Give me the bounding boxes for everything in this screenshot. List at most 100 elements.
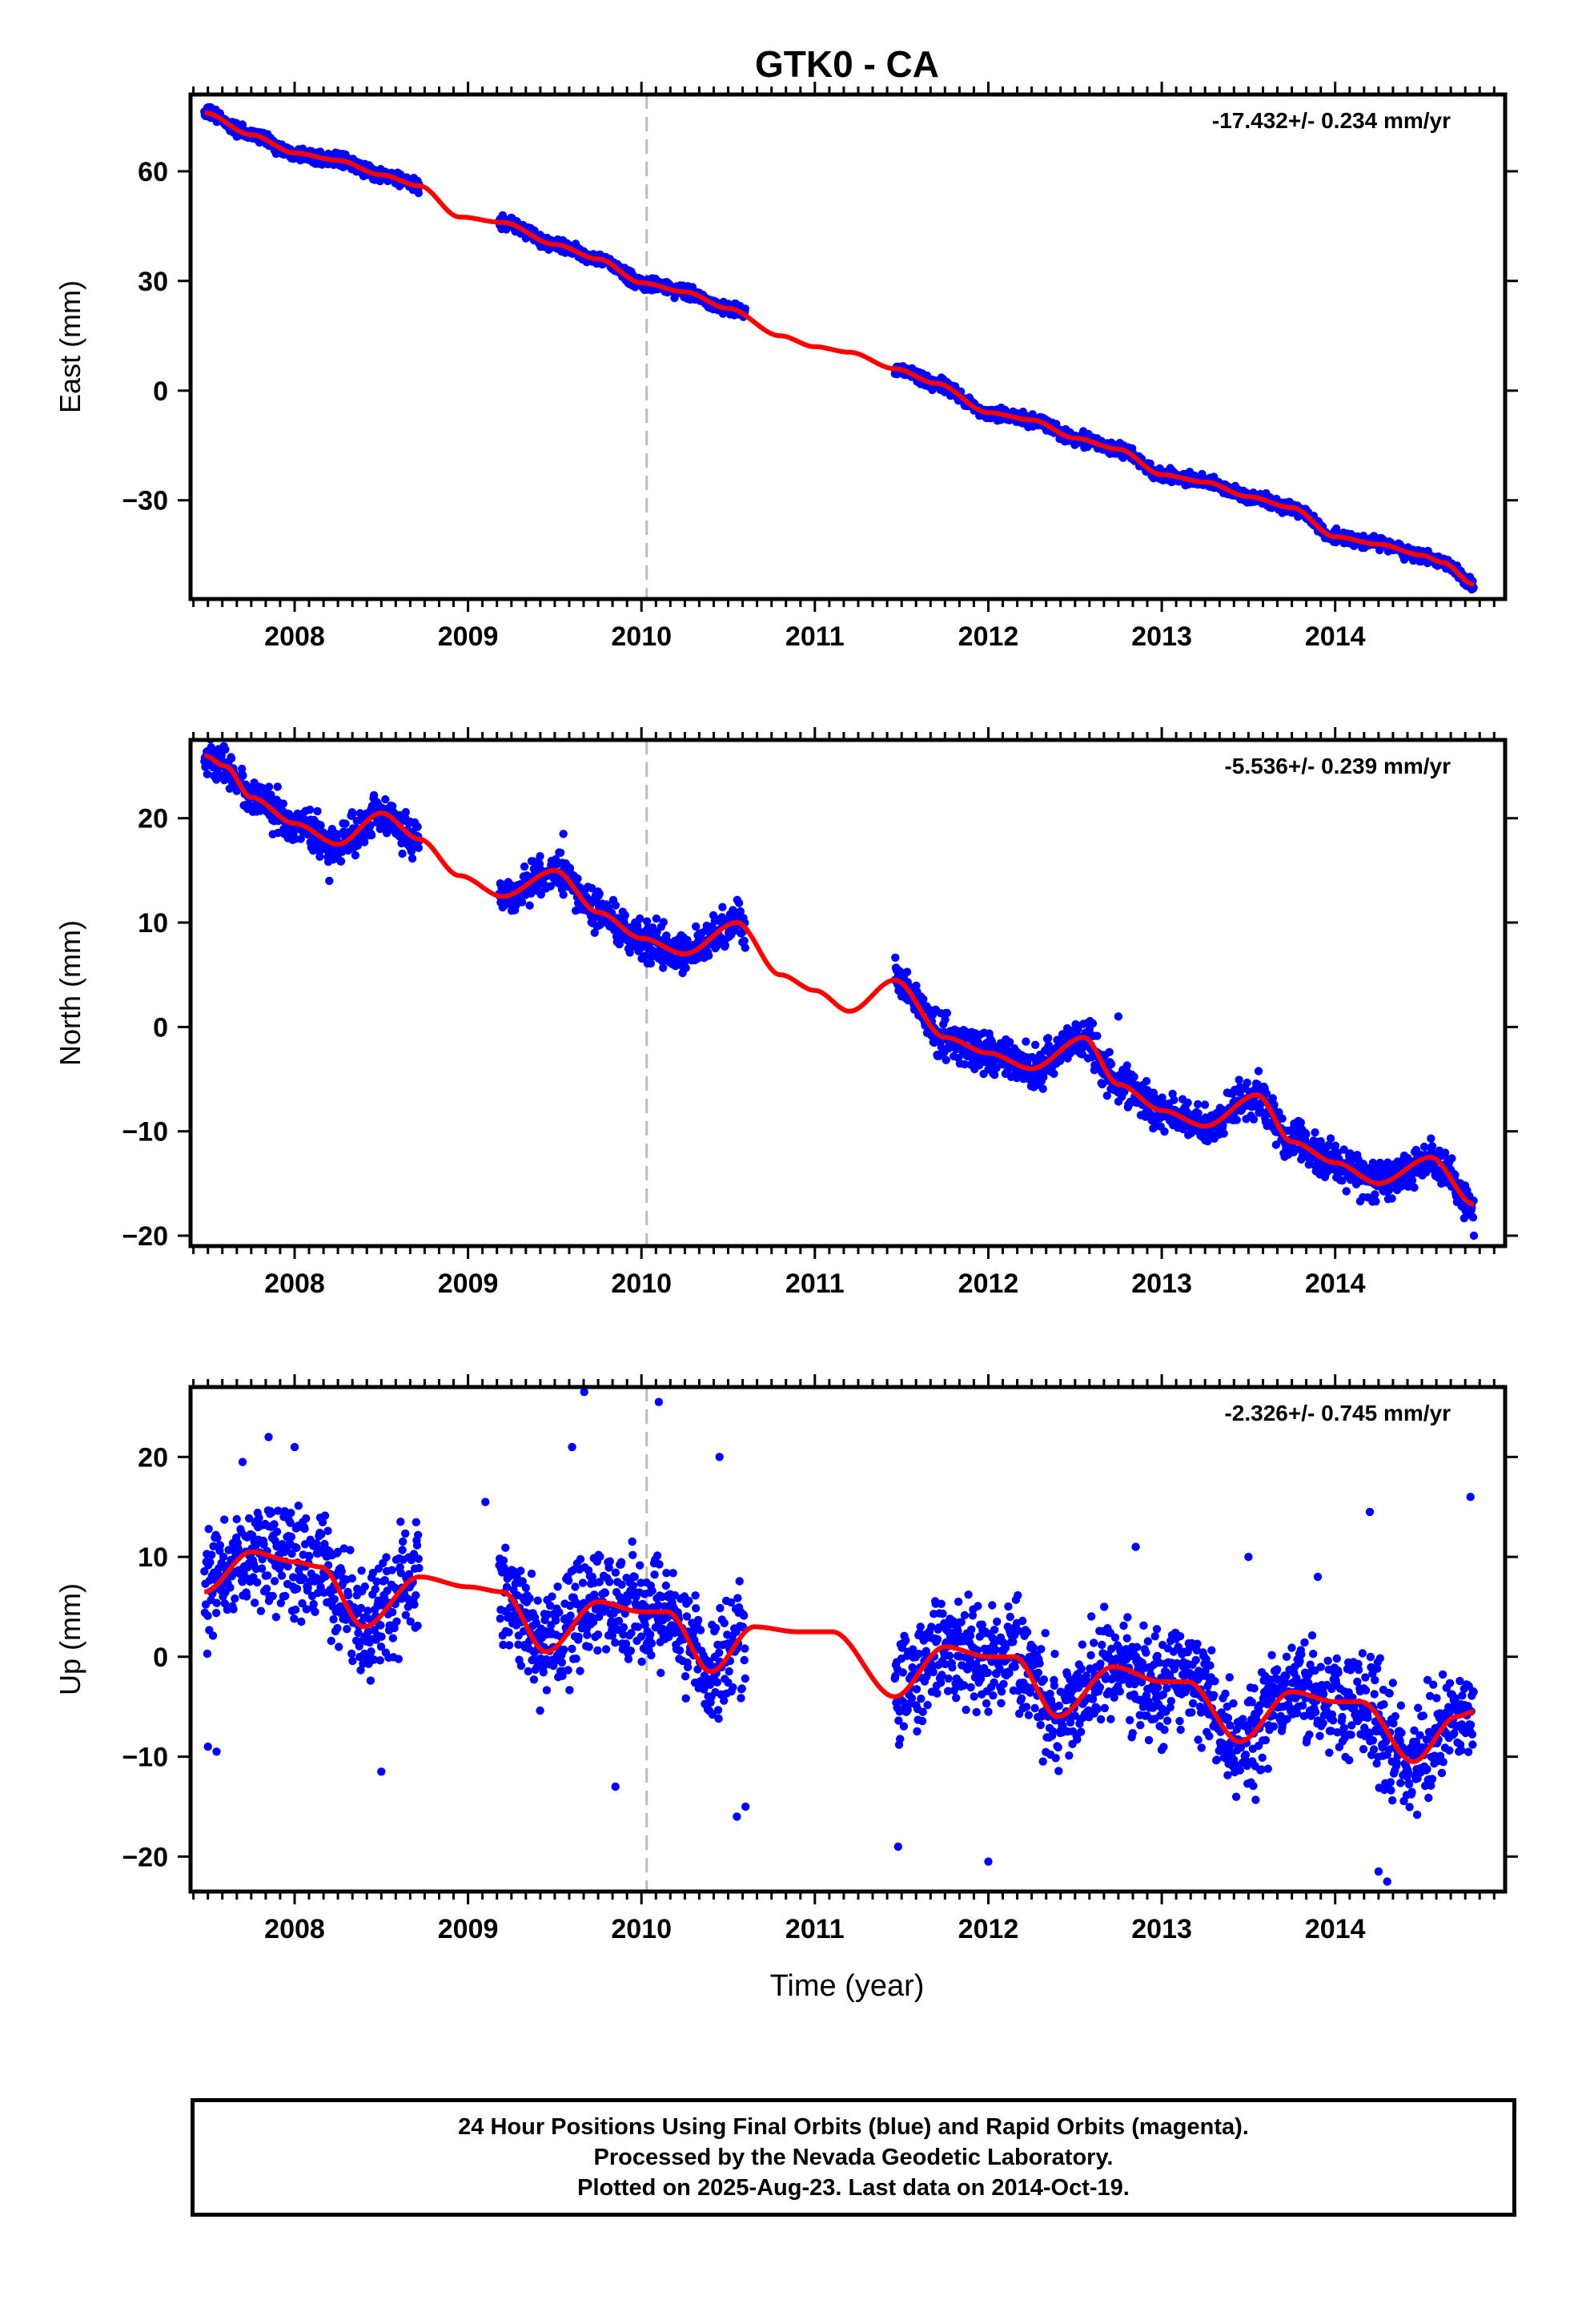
data-point [942,1055,950,1064]
y-tick-label: 30 [138,267,168,297]
y-tick-label: 10 [138,908,168,939]
data-point [264,782,274,791]
data-point [367,830,376,840]
panels-group: 2008 2009 2010 2011 2012 2013 201460300−30-17.… [54,82,1518,1944]
data-point [559,891,568,899]
data-point [271,1613,281,1622]
x-tick-label: 2013 [1131,621,1192,652]
x-tick-label: 2011 [785,621,845,652]
data-point [1105,1047,1114,1057]
x-tick-label: 2010 [611,621,672,652]
data-point [1170,1096,1178,1104]
data-point [1022,1037,1030,1046]
x-tick-label: 2008 [264,1269,325,1299]
data-point [1342,1187,1351,1196]
data-point [315,852,324,862]
data-point [659,963,668,972]
data-point [1038,1084,1047,1093]
data-point [217,751,226,760]
y-tick-label: −10 [122,1117,168,1148]
fit-curve [203,110,1475,587]
data-point [705,951,713,960]
data-point [270,1520,279,1529]
data-point [366,822,375,830]
data-point [1468,1213,1478,1222]
data-point [388,802,397,810]
data-point [1088,1019,1098,1028]
data-point [573,874,582,883]
data-point [1311,1128,1319,1137]
data-point [588,883,596,893]
y-tick-label: 60 [138,157,168,187]
y-tick-label: −20 [122,1221,168,1252]
data-point [1193,1100,1203,1109]
data-point [1278,1114,1287,1123]
data-point [203,1611,212,1620]
data-point [401,808,410,817]
data-point [1198,469,1207,479]
data-point [891,953,900,963]
data-point [556,848,565,858]
data-point [263,1571,272,1580]
data-point [279,799,287,808]
data-point [517,898,527,907]
data-point [1407,1176,1417,1185]
y-axis-label: North (mm) [54,920,86,1066]
velocity-rate-label: -17.432+/- 0.234 mm/yr [1212,108,1451,133]
data-point [262,1584,271,1594]
y-tick-label: 20 [138,804,168,834]
data-point [625,948,634,957]
data-point [203,730,211,738]
x-tick-label: 2008 [264,621,325,652]
figure-title: GTK0 - CA [755,43,939,85]
data-point [1254,1067,1263,1076]
data-point [536,890,545,899]
data-point [305,805,315,814]
data-point [718,903,727,911]
x-tick-label: 2013 [1131,1269,1192,1299]
data-point [253,1578,262,1587]
data-point [206,1558,215,1567]
data-point [273,782,282,791]
data-point [611,901,620,910]
data-point [333,831,342,840]
data-point [203,1649,212,1659]
data-point [277,1571,287,1580]
panel-north: 2008 2009 2010 2011 2012 2013 201420100−10−20-… [54,727,1518,1299]
data-point [219,1552,228,1562]
data-point [527,889,536,898]
data-point [1296,1118,1306,1127]
y-tick-label: 0 [153,376,168,407]
data-point [251,1598,259,1607]
data-point [741,943,749,952]
data-point [281,1591,290,1601]
data-point [1114,1012,1123,1021]
data-point [590,928,599,938]
data-point [207,1550,216,1559]
data-point [360,838,369,846]
data-point [536,852,544,861]
data-point [595,890,604,899]
data-point [1031,1040,1040,1050]
data-point [213,1534,222,1542]
data-point [221,745,230,754]
data-point [226,1583,235,1592]
data-point [902,967,912,976]
data-point [520,862,529,871]
data-point [1044,1034,1053,1043]
data-point [1447,1154,1456,1163]
data-point [272,1527,282,1536]
data-point [1387,1194,1396,1203]
data-point [414,188,423,198]
data-point [227,754,236,763]
data-point [257,783,267,792]
data-point [215,1541,225,1550]
data-point [414,843,423,853]
data-point [413,822,422,831]
data-point [212,1608,221,1618]
data-point [316,821,325,830]
data-point [1050,1069,1058,1079]
data-point [1326,1134,1335,1143]
data-point [1440,1148,1450,1157]
data-point [692,922,701,931]
